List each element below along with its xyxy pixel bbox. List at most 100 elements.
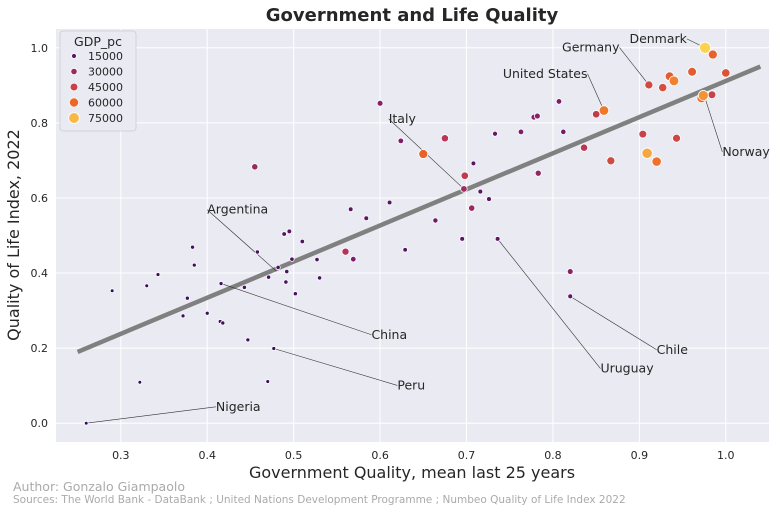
legend-marker	[71, 53, 77, 59]
legend-entry-label: 60000	[88, 97, 123, 110]
grid	[56, 29, 769, 442]
trendline-layer	[76, 64, 762, 354]
legend-entry-label: 75000	[88, 112, 123, 125]
data-point	[144, 283, 150, 289]
author-credit: Author: Gonzalo Giampaolo	[13, 479, 185, 494]
annotation-label: Norway	[722, 144, 770, 159]
annotation-label: Argentina	[207, 202, 268, 217]
data-point	[204, 310, 210, 316]
data-point	[606, 156, 616, 166]
annotation-labels: Nigeria Argentina China Peru Italy UruguayChi…	[207, 31, 770, 414]
data-point	[672, 133, 681, 143]
annotation-label: Peru	[397, 377, 425, 392]
y-tick-label: 0.2	[31, 342, 49, 355]
x-tick-label: 0.6	[371, 449, 389, 462]
data-point	[347, 206, 354, 212]
x-axis-label: Government Quality, mean last 25 years	[249, 463, 575, 482]
annotation-leader	[207, 209, 277, 272]
data-point	[265, 379, 271, 384]
data-point	[470, 160, 477, 167]
data-point	[254, 249, 260, 255]
data-point	[707, 49, 718, 60]
x-tick-label: 0.5	[285, 449, 303, 462]
data-point	[432, 217, 439, 224]
data-point	[180, 313, 186, 319]
data-point	[534, 169, 542, 177]
data-point	[579, 143, 589, 152]
data-point	[84, 420, 89, 426]
annotation-leaders	[86, 38, 723, 424]
data-point	[376, 99, 384, 107]
data-point	[555, 98, 563, 105]
data-point	[284, 268, 290, 275]
data-point	[658, 83, 668, 93]
data-point	[299, 238, 305, 245]
data-point	[271, 346, 277, 351]
data-point	[191, 262, 197, 268]
annotation-leader	[220, 283, 372, 336]
annotation-label: China	[371, 327, 407, 342]
annotation-label: Nigeria	[216, 399, 261, 414]
data-point	[341, 247, 350, 256]
data-point	[598, 105, 610, 116]
annotation-label: Chile	[657, 342, 689, 357]
y-tick-label: 0.8	[31, 117, 49, 130]
data-point	[699, 41, 712, 54]
data-point	[317, 275, 323, 281]
data-point	[534, 112, 541, 120]
y-tick-labels: 0.0 0.2 0.4 0.6 0.8 1.0	[31, 42, 49, 430]
x-tick-label: 0.7	[458, 449, 476, 462]
data-point	[137, 380, 143, 385]
data-point	[460, 185, 468, 193]
chart-title: Government and Life Quality	[266, 5, 559, 26]
x-tick-label: 0.3	[112, 449, 130, 462]
data-point	[245, 337, 251, 343]
data-points	[84, 41, 731, 426]
data-point	[184, 295, 190, 301]
data-point	[363, 215, 370, 222]
legend-entry-label: 30000	[88, 66, 123, 79]
data-point	[289, 256, 295, 262]
data-point	[687, 67, 697, 77]
y-axis-label: Quality of Life Index, 2022	[4, 129, 23, 341]
data-point	[251, 163, 259, 171]
data-point	[477, 188, 484, 195]
data-point	[275, 264, 281, 270]
annotation-leader	[273, 348, 398, 386]
data-point	[109, 288, 115, 293]
annotation-leader	[619, 47, 650, 86]
legend-marker	[70, 67, 78, 76]
data-point	[494, 236, 501, 242]
data-point	[402, 247, 408, 253]
data-point	[567, 293, 574, 300]
x-tick-labels: 0.3 0.4 0.5 0.6 0.7 0.8 0.9 1.0	[112, 449, 734, 462]
data-point	[292, 291, 298, 297]
data-point	[281, 231, 287, 237]
data-point	[697, 90, 709, 101]
data-point	[190, 244, 196, 250]
data-point	[591, 110, 601, 119]
y-tick-label: 0.0	[31, 417, 49, 430]
x-tick-label: 0.8	[544, 449, 562, 462]
data-point	[220, 320, 226, 326]
data-point	[638, 129, 648, 139]
data-point	[486, 196, 492, 202]
legend-box	[59, 30, 137, 132]
data-point	[386, 199, 393, 206]
data-point	[492, 130, 498, 137]
data-point	[721, 68, 731, 78]
annotation-label: Denmark	[629, 31, 687, 46]
legend-marker	[68, 112, 80, 124]
annotation-label: United States	[503, 66, 588, 81]
annotation-leader	[570, 296, 657, 351]
legend-marker	[69, 82, 79, 92]
annotation-label: Germany	[562, 40, 620, 55]
annotation-label: Uruguay	[600, 361, 654, 376]
data-point	[560, 128, 567, 135]
annotation-leader	[587, 73, 605, 111]
data-point	[155, 272, 161, 277]
data-point	[440, 134, 449, 143]
data-point	[397, 137, 405, 145]
data-point	[468, 204, 476, 212]
data-point	[418, 149, 429, 159]
